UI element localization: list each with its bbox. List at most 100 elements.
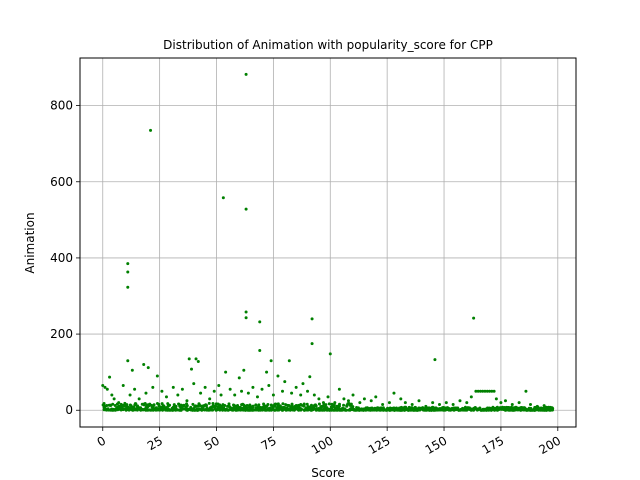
data-point <box>233 404 237 408</box>
data-point <box>319 406 323 410</box>
data-point <box>276 374 280 378</box>
data-point <box>224 370 228 374</box>
data-point <box>227 404 231 408</box>
data-point <box>192 382 196 386</box>
data-point <box>465 401 469 405</box>
data-point <box>506 405 510 409</box>
data-point <box>105 404 109 408</box>
data-point <box>483 389 487 393</box>
data-point <box>349 402 353 406</box>
data-point <box>196 404 200 408</box>
data-point <box>244 316 248 320</box>
data-point <box>449 408 453 412</box>
data-point <box>497 407 501 411</box>
data-point <box>103 385 107 389</box>
data-point <box>309 408 313 412</box>
y-tick-label: 0 <box>65 403 73 417</box>
data-point <box>240 403 244 407</box>
data-point <box>193 405 197 409</box>
data-point <box>309 403 313 407</box>
data-point <box>121 383 125 387</box>
data-point <box>310 342 314 346</box>
data-point <box>286 403 290 407</box>
data-point <box>162 405 166 409</box>
data-point <box>177 402 181 406</box>
data-point <box>301 382 305 386</box>
data-point <box>155 374 159 378</box>
data-point <box>476 407 480 411</box>
data-point <box>244 72 248 76</box>
data-point <box>321 401 325 405</box>
data-point <box>117 404 121 408</box>
data-point <box>292 408 296 412</box>
data-point <box>258 320 262 324</box>
plot-frame <box>79 57 577 428</box>
data-point <box>222 406 226 410</box>
data-point <box>280 389 284 393</box>
data-point <box>189 367 193 371</box>
data-point <box>269 359 273 363</box>
data-point <box>317 397 321 401</box>
data-point <box>244 207 248 211</box>
data-point <box>333 408 337 412</box>
data-point <box>146 366 150 370</box>
data-point <box>344 408 348 412</box>
data-point <box>164 395 168 399</box>
data-point <box>386 406 390 410</box>
data-point <box>283 380 287 384</box>
data-point <box>276 404 280 408</box>
data-point <box>369 408 373 412</box>
data-point <box>159 405 163 409</box>
data-point <box>481 408 485 412</box>
data-point <box>137 397 141 401</box>
data-point <box>176 408 180 412</box>
data-point <box>214 404 218 408</box>
data-point <box>286 408 290 412</box>
data-point <box>111 402 115 406</box>
data-point <box>305 402 309 406</box>
data-point <box>160 389 164 393</box>
data-point <box>207 401 211 405</box>
data-point <box>308 375 312 379</box>
data-point <box>151 404 155 408</box>
chart-title: Distribution of Animation with popularit… <box>163 38 493 52</box>
data-point <box>312 393 316 397</box>
data-point <box>208 397 212 401</box>
data-point <box>128 393 132 397</box>
data-point <box>260 408 264 412</box>
data-point <box>294 385 298 389</box>
data-point <box>240 389 244 393</box>
data-points <box>101 72 555 412</box>
data-point <box>287 359 291 363</box>
data-point <box>191 402 195 406</box>
data-point <box>144 391 148 395</box>
data-point <box>126 359 130 363</box>
data-point <box>369 399 373 403</box>
data-point <box>251 385 255 389</box>
data-point <box>144 406 148 410</box>
data-point <box>337 402 341 406</box>
data-point <box>542 404 546 408</box>
x-tick-label: 25 <box>145 433 165 453</box>
data-point <box>402 408 406 412</box>
data-point <box>210 408 214 412</box>
data-point <box>221 196 225 200</box>
data-point <box>126 262 130 266</box>
data-point <box>524 389 528 393</box>
data-point <box>126 285 130 289</box>
data-point <box>258 348 262 352</box>
data-point <box>266 403 270 407</box>
data-point <box>255 395 259 399</box>
data-point <box>403 401 407 405</box>
data-point <box>327 407 331 411</box>
data-point <box>342 403 346 407</box>
data-point <box>267 383 271 387</box>
data-point <box>176 393 180 397</box>
data-point <box>258 405 262 409</box>
data-point <box>327 402 331 406</box>
data-point <box>374 395 378 399</box>
data-point <box>133 387 137 391</box>
data-point <box>133 408 137 412</box>
